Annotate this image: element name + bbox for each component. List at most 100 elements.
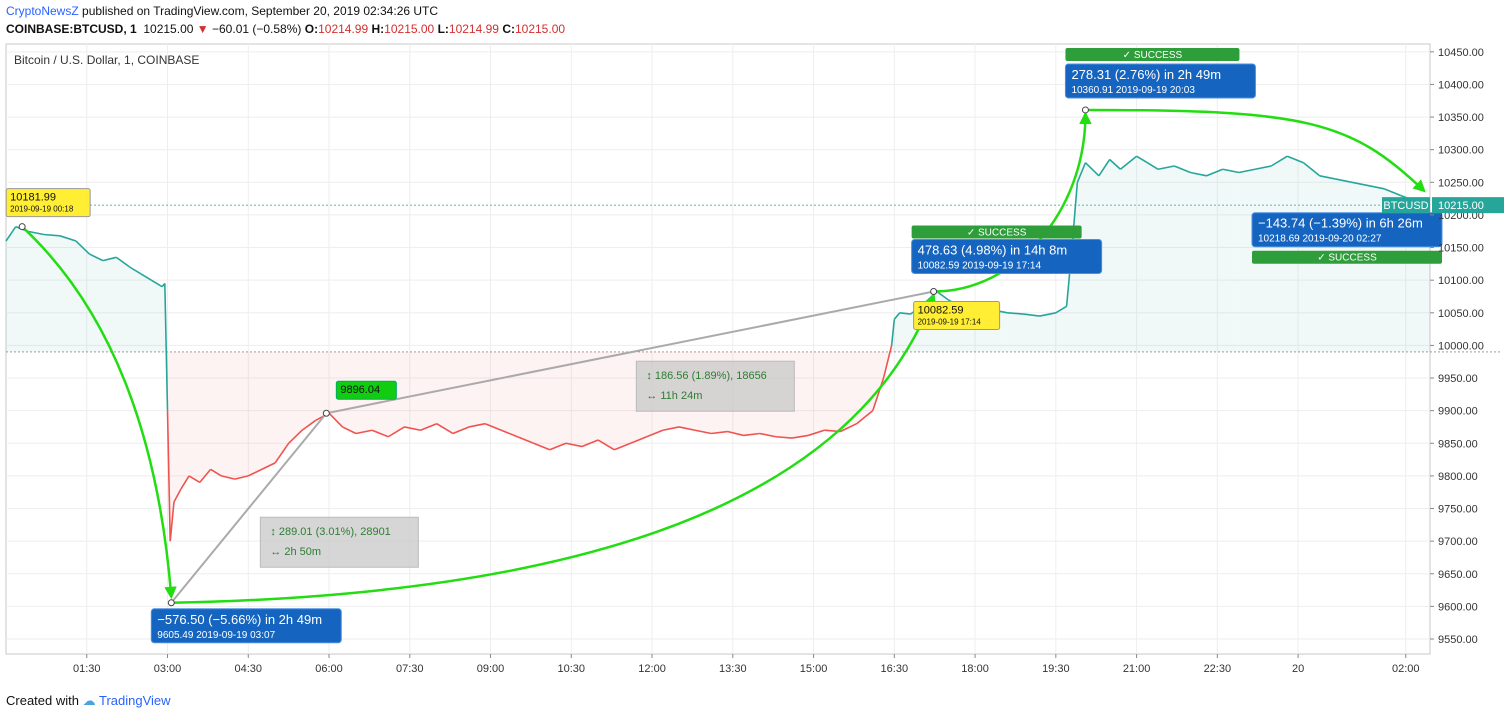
arrow-settle (1085, 108, 1426, 193)
x-tick-label: 19:30 (1042, 663, 1070, 675)
y-tick-label: 9850.00 (1438, 438, 1478, 450)
price-segment (328, 412, 344, 428)
area-fill-segment (582, 351, 599, 447)
x-tick-label: 15:00 (800, 663, 828, 675)
area-fill-segment (140, 273, 152, 352)
price-segment (5, 226, 17, 242)
price-segment (856, 410, 874, 425)
publisher-name[interactable]: CryptoNewsZ (6, 4, 79, 18)
price-segment (288, 429, 303, 444)
area-fill-segment (436, 351, 453, 434)
symbol-tag-box (1382, 197, 1430, 214)
callout-sub: 9605.49 2019-09-19 03:07 (157, 630, 275, 641)
success-bar (1065, 47, 1240, 61)
price-segment (1270, 155, 1288, 167)
price-segment (1351, 181, 1369, 187)
area-fill-segment (1007, 312, 1024, 352)
success-label: ✓ SUCCESS (967, 228, 1027, 239)
price-segment (1173, 165, 1191, 174)
price-segment (1023, 313, 1040, 317)
note-box (335, 380, 397, 400)
price-segment (1073, 182, 1079, 215)
price-segment (420, 422, 437, 431)
area-fill-segment (180, 351, 190, 489)
price-segment (301, 419, 317, 431)
area-fill-segment (517, 351, 534, 444)
low-label: L: (437, 22, 449, 36)
x-tick-label: 09:00 (477, 663, 505, 675)
y-axis[interactable]: 9550.00 9600.00 9650.00 9700.00 9750.00 9800.… (1382, 47, 1504, 646)
area-fill-segment (565, 351, 583, 447)
price-segment (549, 442, 567, 451)
close-value: 10215.00 (514, 22, 566, 36)
measure-line1: ↕ 186.56 (1.89%), 18656 (646, 370, 766, 382)
high-value: 10215.00 (384, 22, 435, 36)
y-tick-label: 10100.00 (1438, 275, 1484, 287)
price-segment (166, 410, 172, 542)
success-bar (1252, 250, 1442, 264)
price-segment (1222, 168, 1240, 174)
area-fill-segment (221, 351, 235, 480)
callout-settle: −143.74 (−1.39%) in 6h 26m 10218.69 2019-… (1251, 212, 1443, 248)
chart-title: Bitcoin / U.S. Dollar, 1, COINBASE (14, 53, 199, 67)
x-tick-label: 22:30 (1204, 663, 1232, 675)
price-segment (1287, 155, 1304, 164)
price-segment (882, 345, 893, 379)
area-fill-segment (27, 231, 44, 352)
area-fill-segment (261, 351, 276, 470)
price-segment (1367, 184, 1385, 190)
area-fill-segment (872, 351, 884, 411)
area-fill-segment (116, 257, 130, 352)
price-segment (169, 501, 175, 542)
area-fill-segment (189, 351, 200, 483)
price-segment (533, 442, 551, 451)
price-change: −60.01 (−0.58%) (212, 22, 302, 36)
area-fill-segment (275, 351, 289, 463)
price-segment (694, 429, 712, 435)
price-segment (1136, 155, 1148, 164)
x-axis[interactable]: 01:30 03:00 04:30 06:00 07:30 09:00 10:30 12:00… (73, 654, 1420, 675)
area-fill-segment (824, 351, 841, 432)
price-segment (247, 468, 263, 477)
x-tick-label: 07:30 (396, 663, 424, 675)
callout-box (1064, 63, 1256, 99)
price-segment (452, 426, 470, 435)
area-fill-segment (210, 351, 222, 476)
price-segment (1109, 158, 1121, 170)
callout-box (1251, 212, 1443, 248)
area-fill-segment (1206, 169, 1223, 352)
footer: Created with ☁ TradingView (6, 693, 171, 709)
price-segment (1238, 168, 1256, 174)
price-segment (180, 475, 190, 490)
header-line-2: COINBASE:BTCUSD, 1 10215.00 ▼ −60.01 (−0… (6, 22, 565, 36)
area-fill-segment (501, 351, 518, 437)
area-fill-segment (485, 351, 502, 431)
area-fill-segment (420, 351, 437, 431)
price-segment (565, 442, 583, 448)
symbol-tag-text: BTCUSD (1383, 200, 1428, 212)
x-tick-label: 02:00 (1392, 663, 1420, 675)
area-fill-segment (549, 351, 566, 450)
price-segment (1039, 312, 1056, 317)
x-tick-label: 21:00 (1123, 663, 1151, 675)
point-marker (930, 288, 938, 296)
tradingview-link[interactable]: TradingView (99, 693, 171, 708)
area-fill-segment (614, 351, 631, 450)
price-segment (355, 429, 373, 435)
price-segment (188, 475, 201, 484)
note-text: 2019-09-19 17:14 (918, 318, 982, 327)
y-tick-label: 9900.00 (1438, 406, 1478, 418)
area-fill-segment (170, 351, 174, 542)
success-label: ✓ SUCCESS (1123, 50, 1183, 61)
x-tick-label: 13:30 (719, 663, 747, 675)
area-fill-segment (1039, 312, 1056, 352)
area-fill-segment (1023, 314, 1040, 352)
grid-lines (6, 44, 1500, 654)
y-tick-label: 10450.00 (1438, 47, 1484, 59)
x-tick-label: 01:30 (73, 663, 101, 675)
arrow-rise (171, 293, 936, 605)
price-segment (759, 432, 777, 438)
y-tick-label: 10000.00 (1438, 340, 1484, 352)
